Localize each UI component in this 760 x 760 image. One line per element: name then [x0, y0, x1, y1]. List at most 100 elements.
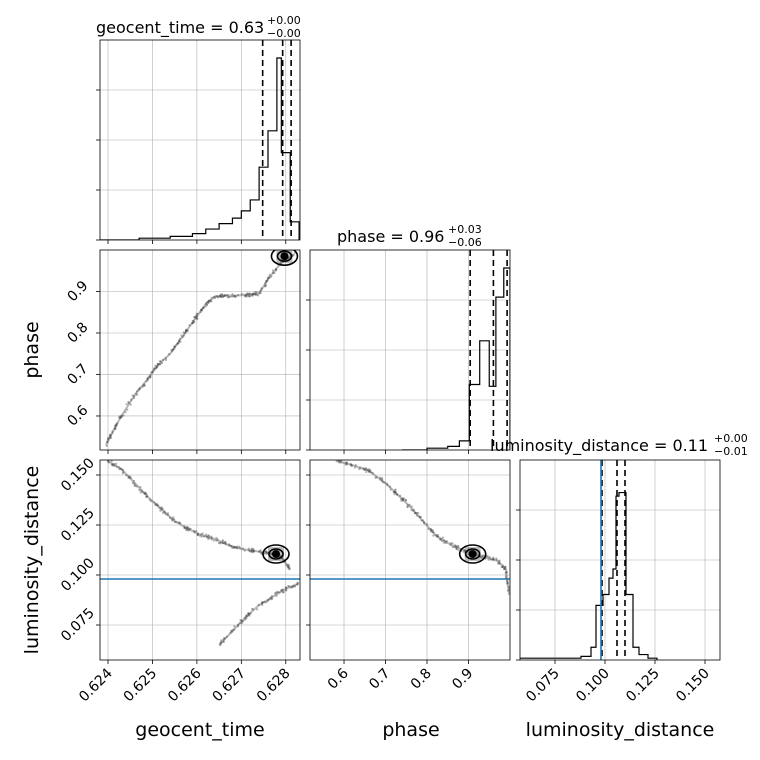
sample-point [369, 471, 372, 474]
sample-point [149, 374, 152, 378]
sample-point [138, 489, 141, 492]
sample-point [185, 328, 188, 331]
tick-label-geocent-time: 0.624 [76, 665, 116, 705]
sample-point [495, 557, 498, 560]
sample-point [234, 296, 237, 299]
sample-point [193, 320, 196, 324]
sample-point [274, 591, 278, 594]
sample-point [173, 520, 176, 524]
panel-frame [99, 249, 301, 451]
sample-point [126, 408, 129, 411]
sample-point [505, 571, 508, 574]
sample-point [288, 568, 291, 571]
sample-point [498, 559, 501, 562]
sample-point [506, 582, 509, 585]
sample-point [115, 424, 118, 427]
sample-point [191, 322, 194, 325]
sample-point [111, 430, 114, 433]
sample-point [238, 546, 242, 549]
sample-point [171, 348, 175, 351]
sample-point [244, 294, 247, 297]
sample-point [106, 460, 110, 462]
sample-point [243, 618, 247, 621]
sample-point [153, 367, 156, 371]
sample-point [173, 345, 177, 348]
sample-point [408, 503, 411, 506]
sample-point [269, 596, 272, 599]
sample-point [231, 629, 234, 632]
sample-point [160, 508, 163, 511]
sample-point [156, 504, 159, 507]
sample-point [427, 527, 430, 531]
sample-point [240, 292, 243, 295]
sample-point [261, 601, 264, 604]
sample-point [235, 547, 239, 550]
sample-point [221, 293, 224, 296]
sample-point [379, 476, 382, 479]
sample-point [121, 468, 125, 472]
sample-point [248, 292, 251, 296]
sample-point [251, 608, 255, 611]
sample-point [432, 534, 435, 537]
sample-point [155, 366, 158, 369]
sample-point [178, 337, 181, 340]
sample-point [270, 595, 274, 598]
sample-point [245, 617, 248, 620]
sample-point [209, 300, 212, 303]
sample-point [248, 550, 252, 553]
sample-point [498, 562, 501, 565]
sample-point [112, 464, 115, 467]
sample-point [143, 491, 147, 494]
sample-point [265, 280, 268, 283]
sample-point [289, 586, 293, 589]
panel-frame [99, 39, 301, 241]
sample-point [135, 390, 139, 393]
sample-point [261, 601, 264, 604]
sample-point [137, 388, 140, 391]
sample-point [436, 535, 439, 538]
sample-point [359, 466, 362, 469]
sample-point [430, 529, 433, 532]
sample-point [118, 416, 121, 420]
sample-density [335, 460, 510, 596]
sample-point [344, 461, 348, 464]
sample-point [252, 547, 255, 551]
sample-point [224, 542, 227, 545]
sample-point [210, 296, 213, 299]
sample-point [284, 586, 287, 589]
sample-point [121, 472, 125, 475]
sample-point [173, 518, 176, 521]
sample-point [406, 505, 409, 508]
sample-point [215, 536, 218, 540]
panel-luminosity-hist: 0.075 0.100 0.125 0.150 [516, 459, 721, 705]
sample-point [132, 396, 136, 400]
xlabel-luminosity-distance: luminosity_distance [526, 719, 715, 741]
sample-point [205, 303, 208, 306]
sample-point [156, 365, 159, 368]
sample-point [268, 276, 271, 279]
sample-point [245, 295, 248, 298]
sample-point [363, 468, 366, 471]
sample-point [257, 550, 261, 553]
sample-point [444, 540, 447, 543]
sample-point [481, 556, 484, 559]
sample-point [115, 422, 119, 425]
sample-point [399, 494, 402, 497]
sample-point [492, 556, 495, 559]
sample-point [195, 315, 199, 318]
sample-point [503, 567, 506, 570]
sample-point [422, 521, 426, 524]
sample-point [208, 536, 211, 539]
sample-point [394, 491, 397, 494]
sample-point [498, 562, 501, 565]
sample-point [171, 519, 174, 522]
sample-point [194, 529, 198, 533]
sample-point [354, 464, 357, 467]
sample-point [154, 364, 157, 367]
sample-point [392, 491, 395, 494]
title-geocent-time-minus: −0.00 [267, 27, 301, 40]
sample-point [115, 465, 118, 468]
histogram-phase [402, 267, 510, 450]
sample-point [184, 332, 187, 335]
contour-outer [458, 544, 487, 564]
